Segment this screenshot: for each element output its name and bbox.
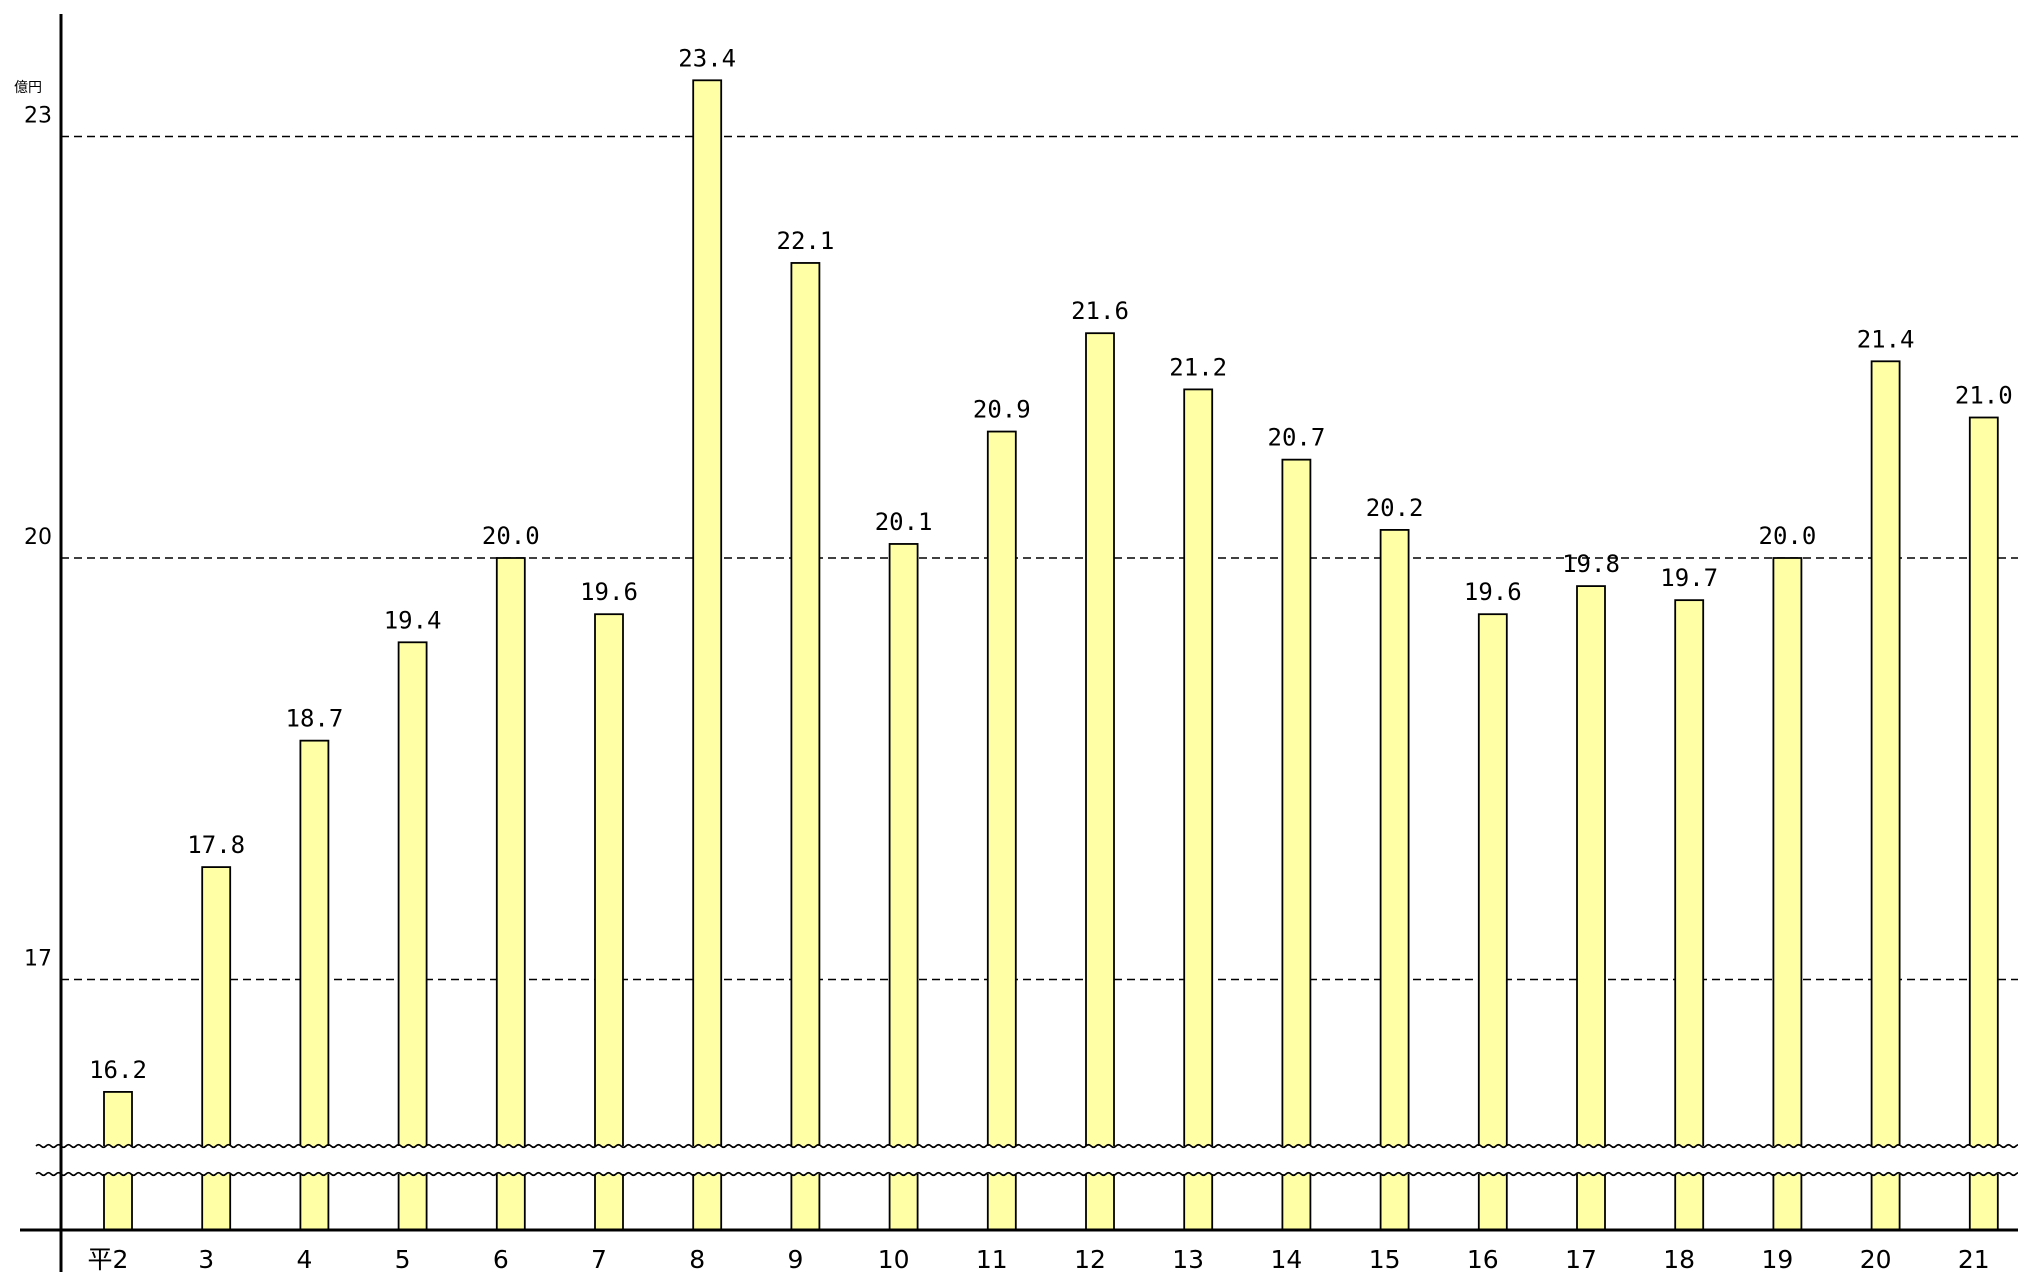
bar-20 — [1870, 360, 1901, 1231]
x-tick-label-21: 21 — [1958, 1245, 1990, 1272]
x-tick-label-4: 4 — [296, 1245, 312, 1272]
data-label-3: 17.8 — [187, 831, 245, 859]
x-tick-label-9: 9 — [787, 1245, 803, 1272]
axis-break — [35, 1143, 2018, 1177]
bar-8 — [692, 79, 723, 1231]
bar-17 — [1576, 585, 1606, 1231]
x-tick-label-17: 17 — [1565, 1245, 1597, 1272]
y-tick-label-23: 23 — [24, 104, 52, 129]
axis-break-bottom-wave — [35, 1171, 2018, 1177]
data-label-18: 19.7 — [1660, 564, 1718, 592]
bar-21 — [1968, 416, 1999, 1231]
x-tick-label-5: 5 — [395, 1245, 411, 1272]
data-label-13: 21.2 — [1169, 353, 1227, 381]
x-tick-label-11: 11 — [976, 1245, 1008, 1272]
data-label-21: 21.0 — [1955, 382, 2013, 410]
x-tick-label-6: 6 — [493, 1245, 509, 1272]
x-tick-label-3: 3 — [198, 1245, 214, 1272]
bar-6 — [495, 557, 526, 1231]
labels: 17 20 23 16.2 平2 17.8 3 18.7 4 19.4 5 20.0 6 19.6 7 23.… — [24, 44, 2013, 1272]
bar-11 — [986, 430, 1017, 1231]
x-tick-label-19: 19 — [1761, 1245, 1793, 1272]
data-label-6: 20.0 — [482, 522, 540, 550]
data-label-20: 21.4 — [1857, 325, 1915, 353]
x-tick-label-8: 8 — [689, 1245, 705, 1272]
axis-break-band — [36, 1146, 2018, 1174]
data-label-16: 19.6 — [1464, 578, 1522, 606]
bar-13 — [1183, 388, 1214, 1231]
data-label-8: 23.4 — [678, 44, 736, 72]
bar-5 — [397, 641, 428, 1231]
data-label-14: 20.7 — [1268, 424, 1326, 452]
bar-14 — [1281, 458, 1312, 1231]
data-label-9: 22.1 — [777, 227, 835, 255]
bar-3 — [201, 866, 232, 1231]
data-label-19: 20.0 — [1759, 522, 1817, 550]
data-label-11: 20.9 — [973, 396, 1031, 424]
axis-break-top-wave — [35, 1143, 2018, 1149]
x-tick-label-12: 12 — [1074, 1245, 1106, 1272]
bar-7 — [594, 613, 624, 1231]
bar-18 — [1674, 599, 1705, 1231]
x-tick-label-15: 15 — [1369, 1245, 1401, 1272]
grid-lines — [61, 135, 2018, 981]
bar-12 — [1085, 332, 1115, 1231]
bar-15 — [1379, 529, 1410, 1231]
data-label-平2: 16.2 — [89, 1056, 147, 1084]
bars — [103, 79, 1999, 1231]
data-label-17: 19.8 — [1562, 550, 1620, 578]
bar-19 — [1772, 557, 1803, 1231]
x-tick-label-20: 20 — [1860, 1245, 1892, 1272]
bar-16 — [1477, 613, 1508, 1231]
data-label-12: 21.6 — [1071, 297, 1129, 325]
x-tick-label-16: 16 — [1467, 1245, 1499, 1272]
x-tick-label-平2: 平2 — [88, 1245, 129, 1272]
data-label-10: 20.1 — [875, 508, 933, 536]
y-unit-label: 億円 — [14, 80, 42, 96]
x-tick-label-18: 18 — [1663, 1245, 1695, 1272]
data-label-5: 19.4 — [384, 606, 442, 634]
data-label-7: 19.6 — [580, 578, 638, 606]
x-tick-label-10: 10 — [878, 1245, 910, 1272]
data-label-15: 20.2 — [1366, 494, 1424, 522]
axes — [20, 14, 2018, 1272]
x-tick-label-14: 14 — [1270, 1245, 1302, 1272]
data-label-4: 18.7 — [286, 705, 344, 733]
x-tick-label-13: 13 — [1172, 1245, 1204, 1272]
y-tick-label-17: 17 — [24, 947, 52, 972]
bar-10 — [888, 543, 919, 1231]
y-tick-label-20: 20 — [24, 525, 52, 550]
x-tick-label-7: 7 — [591, 1245, 607, 1272]
bar-9 — [790, 262, 821, 1231]
